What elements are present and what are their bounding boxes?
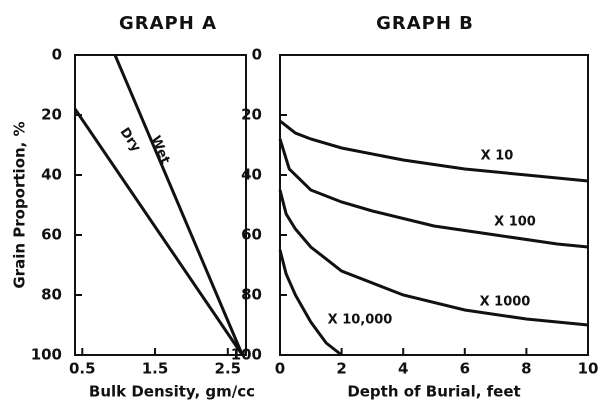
y-tick-label: 20 xyxy=(241,106,262,124)
x-tick-label: 4 xyxy=(398,360,408,378)
line-label: X 10 xyxy=(481,149,514,164)
x-tick-label: 2.5 xyxy=(215,360,242,378)
y-tick-label: 20 xyxy=(41,106,62,124)
x-tick-label: 1.5 xyxy=(142,360,169,378)
data-line xyxy=(278,249,343,357)
chart-title: GRAPH A xyxy=(119,13,217,34)
x-tick-label: 0 xyxy=(275,360,285,378)
chart-title: GRAPH B xyxy=(376,13,474,34)
line-label: Wet xyxy=(147,134,172,166)
x-tick-label: 8 xyxy=(521,360,531,378)
x-axis-title: Bulk Density, gm/cc xyxy=(89,383,255,401)
y-tick-label: 60 xyxy=(241,226,262,244)
x-tick-label: 10 xyxy=(578,360,599,378)
y-tick-label: 100 xyxy=(231,346,262,364)
x-axis-title: Depth of Burial, feet xyxy=(347,383,520,401)
y-tick-label: 0 xyxy=(252,46,262,64)
y-tick-label: 0 xyxy=(52,46,62,64)
x-tick-label: 2 xyxy=(336,360,346,378)
line-label: Dry xyxy=(117,125,144,155)
plot-frame xyxy=(279,54,589,356)
y-tick-label: 80 xyxy=(241,286,262,304)
data-line xyxy=(73,108,244,356)
data-line xyxy=(113,54,244,356)
line-label: X 10,000 xyxy=(328,313,393,328)
y-axis-title: Grain Proportion, % xyxy=(11,121,29,288)
line-label: X 1000 xyxy=(480,295,531,310)
data-line xyxy=(279,119,589,183)
x-tick-label: 0.5 xyxy=(69,360,96,378)
plot-frame xyxy=(74,54,247,356)
y-tick-label: 40 xyxy=(241,166,262,184)
data-line xyxy=(278,189,589,327)
y-tick-label: 80 xyxy=(41,286,62,304)
data-line xyxy=(278,138,589,249)
y-tick-label: 40 xyxy=(41,166,62,184)
x-tick-label: 6 xyxy=(460,360,470,378)
y-tick-label: 100 xyxy=(31,346,62,364)
y-tick-label: 60 xyxy=(41,226,62,244)
line-label: X 100 xyxy=(494,215,536,230)
